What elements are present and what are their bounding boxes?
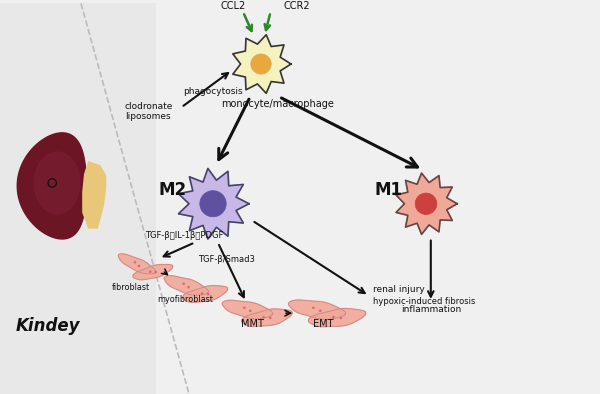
Text: Kindey: Kindey — [16, 317, 80, 335]
Text: M1: M1 — [375, 181, 403, 199]
Polygon shape — [164, 276, 208, 295]
Text: hypoxic-induced fibrosis: hypoxic-induced fibrosis — [373, 297, 476, 306]
Text: EMT: EMT — [313, 320, 333, 329]
Circle shape — [312, 307, 315, 309]
Polygon shape — [289, 300, 346, 320]
Text: TGF-β、IL-1β、PDGF: TGF-β、IL-1β、PDGF — [145, 231, 224, 240]
Polygon shape — [182, 286, 227, 303]
Polygon shape — [34, 152, 80, 214]
Text: phagocytosis: phagocytosis — [183, 87, 242, 96]
Circle shape — [415, 193, 437, 214]
Circle shape — [187, 286, 190, 288]
Polygon shape — [233, 35, 291, 93]
Circle shape — [262, 316, 265, 319]
Text: TGF-β/Smad3: TGF-β/Smad3 — [198, 255, 255, 264]
Text: renal injury: renal injury — [373, 285, 425, 294]
Circle shape — [340, 317, 342, 319]
Circle shape — [319, 309, 322, 312]
Polygon shape — [82, 161, 106, 229]
Bar — [0, 4, 156, 394]
Polygon shape — [17, 133, 86, 239]
Text: CCR2: CCR2 — [284, 1, 310, 11]
Circle shape — [149, 270, 152, 273]
Circle shape — [332, 316, 335, 318]
Text: M2: M2 — [159, 181, 187, 199]
Polygon shape — [308, 309, 366, 327]
Circle shape — [200, 191, 226, 217]
Text: MMT: MMT — [241, 320, 263, 329]
Circle shape — [249, 310, 251, 312]
Text: CCL2: CCL2 — [221, 1, 246, 11]
Polygon shape — [396, 173, 457, 234]
Circle shape — [269, 317, 272, 319]
Circle shape — [137, 265, 140, 267]
Text: fibroblast: fibroblast — [112, 283, 150, 292]
Polygon shape — [178, 169, 249, 239]
Text: inflammation: inflammation — [401, 305, 461, 314]
Circle shape — [251, 54, 271, 74]
Bar — [156, 4, 600, 394]
Polygon shape — [222, 300, 272, 319]
Circle shape — [134, 261, 136, 264]
Circle shape — [154, 271, 157, 273]
Circle shape — [207, 293, 209, 296]
Polygon shape — [241, 309, 292, 327]
Polygon shape — [133, 264, 173, 280]
Circle shape — [182, 282, 185, 285]
Circle shape — [201, 292, 203, 295]
Text: myofibroblast: myofibroblast — [157, 295, 213, 304]
Text: clodronate
liposomes: clodronate liposomes — [125, 102, 173, 121]
Circle shape — [243, 307, 245, 309]
Polygon shape — [118, 254, 156, 274]
Text: monocyte/macrophage: monocyte/macrophage — [221, 99, 334, 109]
